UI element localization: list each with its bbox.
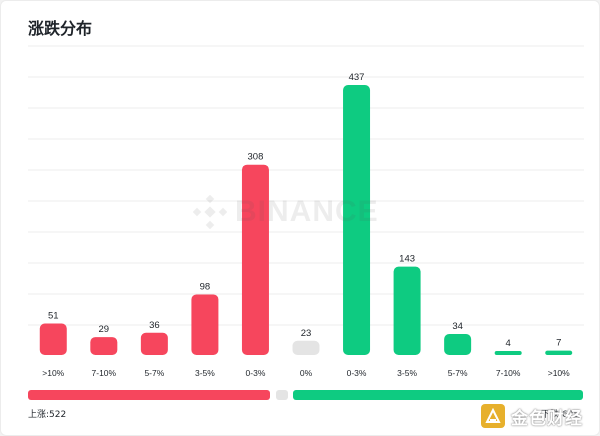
bar-value-label: 4	[506, 338, 511, 349]
bar-down-9	[494, 351, 522, 355]
bar-down-8	[444, 333, 472, 355]
x-tick-label: 0-3%	[246, 368, 266, 378]
x-tick-label: >10%	[42, 368, 64, 378]
x-tick-label: 3-5%	[195, 368, 215, 378]
bar-up-2	[140, 332, 168, 355]
bar-down-10	[545, 350, 573, 355]
brand-text: 金色财经	[511, 408, 583, 429]
flat-summary-bar	[276, 390, 288, 400]
bar-value-label: 437	[349, 72, 365, 83]
bar-value-label: 98	[200, 281, 211, 292]
bar-value-label: 7	[556, 338, 561, 349]
brand-logo-icon	[481, 404, 505, 428]
up-summary-bar	[28, 390, 270, 400]
down-count-label: 下跌:625	[541, 410, 580, 420]
x-tick-label: 5-7%	[144, 368, 164, 378]
bar-up-3	[191, 294, 219, 355]
bar-value-label: 308	[248, 152, 264, 163]
bar-up-4	[241, 164, 269, 355]
bar-value-label: 51	[48, 310, 59, 321]
x-tick-label: 0-3%	[347, 368, 367, 378]
bar-value-label: 143	[399, 254, 415, 265]
brand-watermark: 金色财经	[481, 403, 599, 429]
bar-value-label: 34	[452, 321, 463, 332]
bar-value-label: 23	[301, 328, 312, 339]
bar-flat-5	[292, 340, 320, 355]
bar-value-label: 29	[99, 324, 110, 335]
bar-down-6	[343, 85, 371, 355]
x-tick-label: 7-10%	[496, 368, 521, 378]
x-tick-label: 5-7%	[448, 368, 468, 378]
x-tick-label: 7-10%	[92, 368, 117, 378]
x-tick-label: 0%	[300, 368, 313, 378]
x-tick-label: >10%	[548, 368, 570, 378]
bar-value-label: 36	[149, 320, 160, 331]
bar-up-0	[39, 323, 67, 355]
up-count-label: 上涨:522	[28, 410, 67, 420]
bar-up-1	[90, 337, 118, 355]
chart-title: 涨跌分布	[28, 19, 93, 38]
bar-down-7	[393, 266, 421, 355]
down-summary-bar	[293, 390, 583, 400]
x-tick-label: 3-5%	[397, 368, 417, 378]
